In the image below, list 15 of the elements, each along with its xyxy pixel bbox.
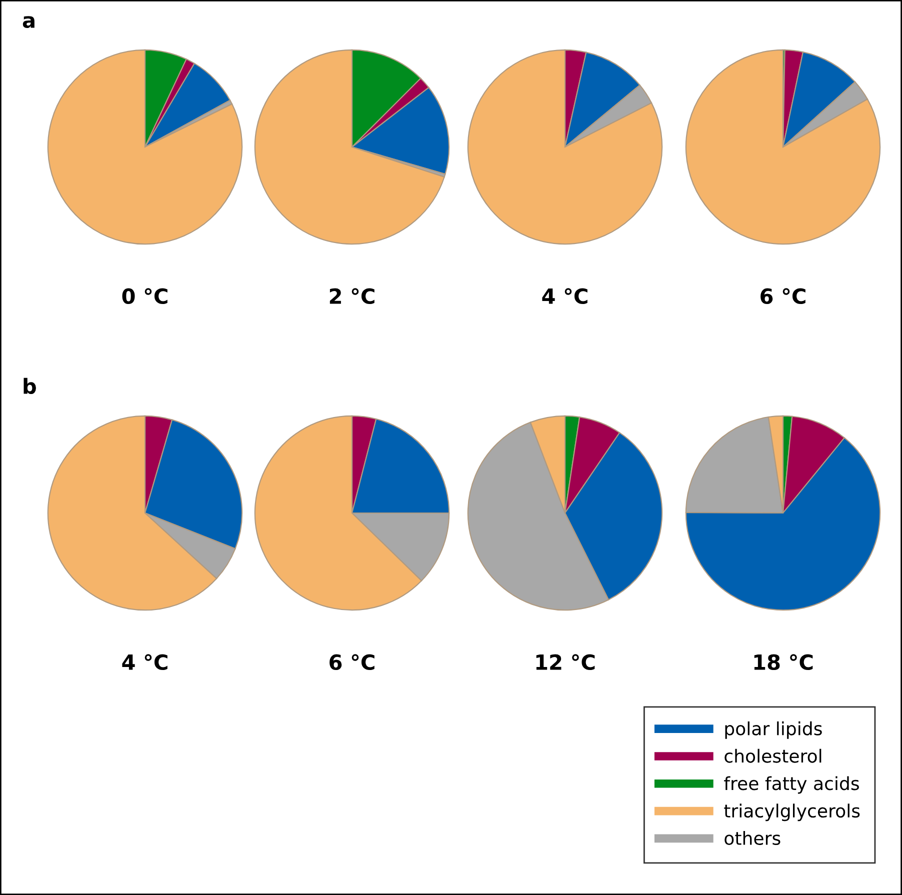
text: 12 °C <box>536 654 595 670</box>
legend-label: triacylglycerols <box>724 804 860 822</box>
text: b <box>24 378 36 394</box>
text: 18 °C <box>754 654 813 670</box>
legend-label: cholesterol <box>724 748 822 763</box>
text: 2 °C <box>330 288 374 304</box>
text: 4 °C <box>542 288 588 304</box>
text: 6 °C <box>760 288 806 304</box>
text: a <box>22 16 34 28</box>
text: 0 °C <box>122 288 168 304</box>
text: 4 °C <box>122 654 168 670</box>
legend-label: polar lipids <box>725 721 822 739</box>
text: 6 °C <box>330 654 374 670</box>
legend-label: others <box>724 831 780 846</box>
legend-label: free fatty acids <box>724 776 859 794</box>
